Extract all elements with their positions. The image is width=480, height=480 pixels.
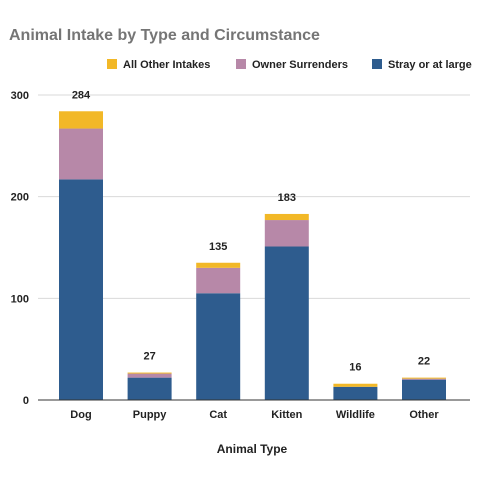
x-tick-label: Wildlife	[336, 409, 375, 421]
x-tick-label: Dog	[70, 409, 91, 421]
chart-title: Animal Intake by Type and Circumstance	[9, 27, 320, 44]
total-label: 284	[72, 89, 91, 101]
bar-segment	[264, 213, 309, 221]
bar-segment	[59, 128, 103, 180]
bar-segment	[59, 179, 103, 400]
bar-segment	[333, 386, 378, 400]
bar-segment	[127, 373, 172, 378]
total-label: 27	[143, 351, 155, 363]
y-tick-label: 0	[23, 395, 29, 407]
bars	[59, 111, 446, 400]
legend-swatch	[372, 59, 382, 69]
total-label: 16	[349, 362, 361, 374]
total-label: 135	[209, 241, 227, 253]
x-tick-label: Cat	[209, 409, 227, 421]
bar-segment	[196, 262, 241, 268]
legend-swatch	[236, 59, 246, 69]
bar-segment	[264, 246, 309, 400]
y-axis-ticks: 0 100 200 300	[11, 90, 29, 407]
legend-swatch	[107, 59, 117, 69]
x-tick-label: Kitten	[271, 409, 302, 421]
y-tick-label: 300	[11, 90, 29, 102]
bar-segment	[196, 267, 241, 294]
legend-label: Owner Surrenders	[252, 59, 348, 71]
total-label: 22	[418, 356, 430, 368]
x-tick-label: Puppy	[133, 409, 167, 421]
bar-segment	[402, 378, 446, 380]
bar-segment	[59, 111, 103, 129]
bar-segment	[127, 377, 172, 400]
legend-label: Stray or at large	[388, 59, 472, 71]
legend-label: All Other Intakes	[123, 59, 210, 71]
gridlines	[38, 94, 470, 299]
bar-segment	[333, 383, 378, 387]
bar-segment	[127, 372, 172, 374]
legend: All Other Intakes Owner Surrenders Stray o…	[107, 59, 472, 71]
bar-segment	[264, 220, 309, 247]
x-axis-ticks: Dog Puppy Cat Kitten Wildlife Other	[70, 409, 439, 421]
total-label: 183	[278, 192, 296, 204]
bar-segment	[196, 293, 241, 400]
x-tick-label: Other	[409, 409, 439, 421]
total-labels: 284 27 135 183 16 22	[72, 89, 430, 373]
y-tick-label: 200	[11, 192, 29, 204]
y-tick-label: 100	[11, 293, 29, 305]
x-axis-title: Animal Type	[217, 442, 288, 456]
bar-segment	[402, 377, 446, 379]
bar-segment	[402, 379, 446, 400]
